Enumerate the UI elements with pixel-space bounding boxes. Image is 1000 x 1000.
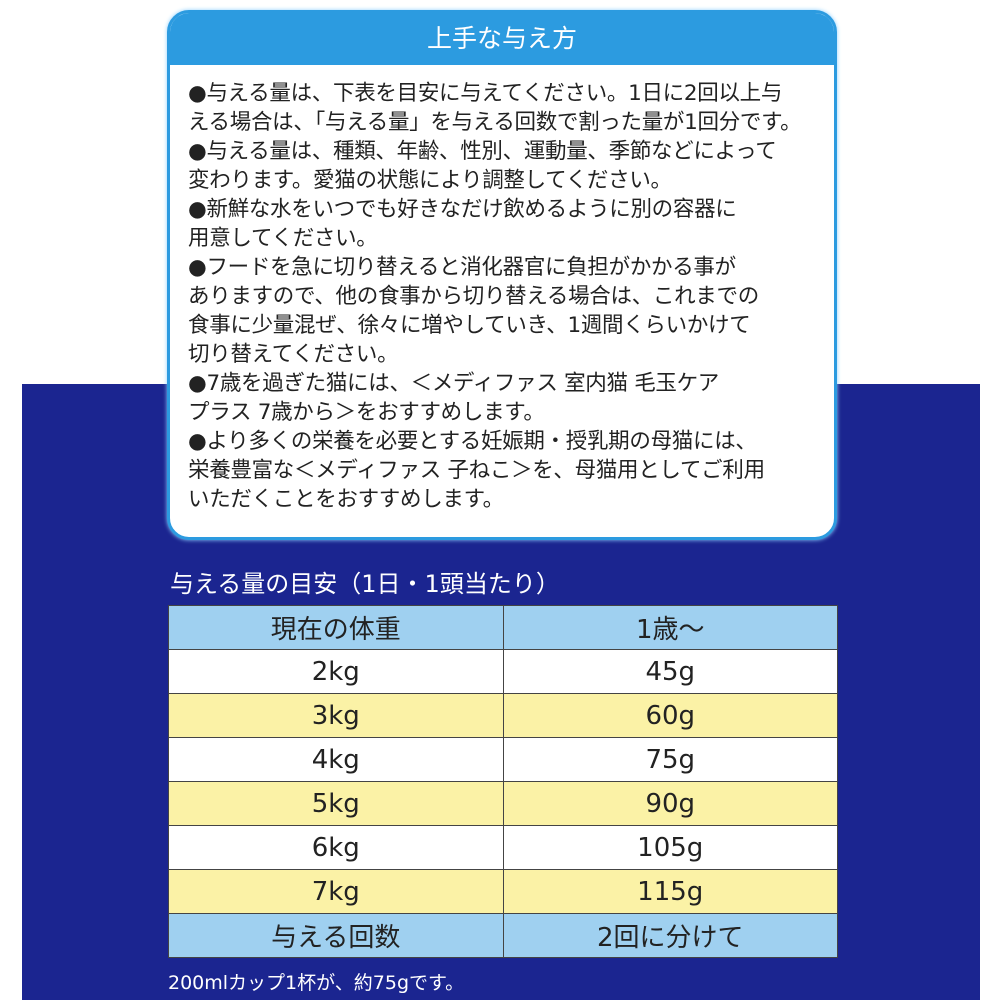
table-row: 3kg 60g xyxy=(168,693,838,738)
feeding-count-value: 2回に分けて xyxy=(502,913,838,958)
weight-cell: 5kg xyxy=(168,781,504,826)
weight-cell: 7kg xyxy=(168,869,504,914)
amount-cell: 90g xyxy=(502,781,838,826)
instruction-line: ●与える量は、種類、年齢、性別、運動量、季節などによって xyxy=(188,139,777,164)
table-row: 4kg 75g xyxy=(168,737,838,782)
instruction-line: 栄養豊富な＜メディファス 子ねこ＞を、母猫用としてご利用 xyxy=(188,458,765,483)
amount-cell: 45g xyxy=(502,649,838,694)
table-header-row: 現在の体重 1歳～ xyxy=(168,605,838,650)
instruction-line: 用意してください。 xyxy=(188,226,378,251)
amount-cell: 105g xyxy=(502,825,838,870)
cup-note: 200mlカップ1杯が、約75gです。 xyxy=(168,972,465,994)
feeding-table: 現在の体重 1歳～ 2kg 45g 3kg 60g 4kg 75g 5kg 90g 6kg 105… xyxy=(168,605,838,958)
instruction-line: いただくことをおすすめします。 xyxy=(188,487,504,512)
instruction-line: 食事に少量混ぜ、徐々に増やしていき、1週間くらいかけて xyxy=(188,313,751,338)
amount-cell: 75g xyxy=(502,737,838,782)
instruction-line: プラス 7歳から＞をおすすめします。 xyxy=(188,400,545,425)
instruction-line: ありますので、他の食事から切り替える場合は、これまでの xyxy=(188,284,759,309)
weight-cell: 2kg xyxy=(168,649,504,694)
instruction-line: える場合は、「与える量」を与える回数で割った量が1回分です。 xyxy=(188,110,802,135)
weight-cell: 4kg xyxy=(168,737,504,782)
feeding-instructions-card: 上手な与え方 ●与える量は、下表を目安に与えてください。1日に2回以上与 える場合… xyxy=(167,10,837,540)
card-title: 上手な与え方 xyxy=(170,13,834,65)
instructions-text: ●与える量は、下表を目安に与えてください。1日に2回以上与 える場合は、「与える量… xyxy=(170,65,834,514)
table-row: 2kg 45g xyxy=(168,649,838,694)
instruction-line: ●7歳を過ぎた猫には、＜メディファス 室内猫 毛玉ケア xyxy=(188,371,720,396)
table-row: 5kg 90g xyxy=(168,781,838,826)
table-row: 6kg 105g xyxy=(168,825,838,870)
table-footer-row: 与える回数 2回に分けて xyxy=(168,913,838,958)
amount-cell: 60g xyxy=(502,693,838,738)
instruction-line: 変わります。愛猫の状態により調整してください。 xyxy=(188,168,672,193)
weight-cell: 6kg xyxy=(168,825,504,870)
instruction-line: 切り替えてください。 xyxy=(188,342,399,367)
amount-cell: 115g xyxy=(502,869,838,914)
header-weight: 現在の体重 xyxy=(168,605,504,650)
feeding-count-label: 与える回数 xyxy=(168,913,504,958)
instruction-line: ●より多くの栄養を必要とする妊娠期・授乳期の母猫には、 xyxy=(188,429,757,454)
weight-cell: 3kg xyxy=(168,693,504,738)
header-age: 1歳～ xyxy=(502,605,838,650)
instruction-line: ●フードを急に切り替えると消化器官に負担がかかる事が xyxy=(188,255,736,280)
table-title: 与える量の目安（1日・1頭当たり） xyxy=(170,570,560,598)
table-row: 7kg 115g xyxy=(168,869,838,914)
instruction-line: ●新鮮な水をいつでも好きなだけ飲めるように別の容器に xyxy=(188,197,737,222)
instruction-line: ●与える量は、下表を目安に与えてください。1日に2回以上与 xyxy=(188,81,783,106)
